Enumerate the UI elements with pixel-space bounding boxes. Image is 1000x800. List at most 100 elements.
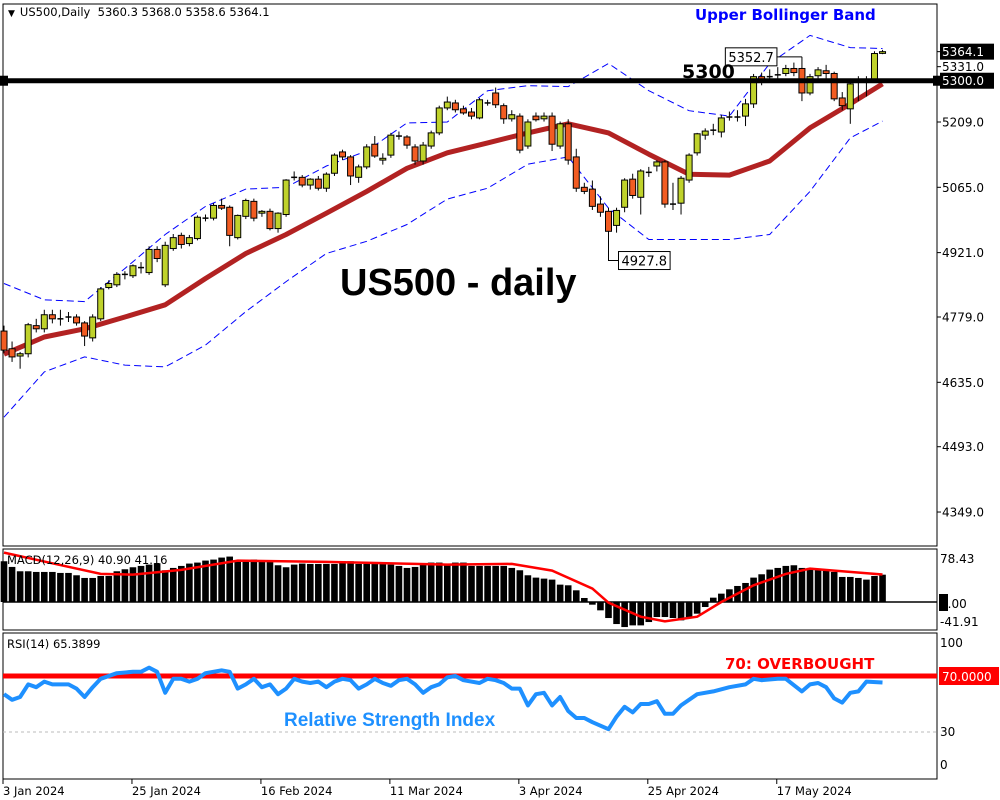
- candle: [121, 271, 128, 280]
- candle-body: [629, 178, 637, 196]
- macd-histogram-bar: [798, 567, 806, 602]
- macd-histogram-bar: [508, 567, 516, 602]
- macd-histogram-bar: [258, 560, 266, 602]
- candle-body: [467, 111, 475, 117]
- candle-body: [443, 101, 451, 109]
- candle-body: [750, 76, 758, 105]
- candle-body: [516, 115, 524, 151]
- candle: [419, 141, 427, 165]
- macd-histogram-bar: [379, 563, 387, 602]
- price-axis-label: 5065.0: [942, 181, 984, 195]
- price-axis-label: 4921.0: [942, 246, 984, 260]
- candle: [113, 272, 121, 288]
- candle: [81, 321, 89, 347]
- chart-header: ▼ US500,Daily 5360.3 5368.0 5358.6 5364.1: [8, 5, 270, 19]
- candle: [879, 49, 887, 55]
- candle: [443, 96, 451, 111]
- macd-histogram-bar: [830, 571, 838, 602]
- candle-body: [48, 314, 56, 320]
- macd-histogram-bar: [153, 563, 161, 602]
- macd-histogram-bar: [847, 576, 854, 602]
- macd-histogram-bar: [863, 579, 870, 602]
- candle: [742, 98, 750, 127]
- candle-body: [347, 156, 355, 177]
- candle: [846, 78, 854, 124]
- macd-histogram-bar: [395, 565, 403, 602]
- macd-histogram-bar: [355, 563, 362, 602]
- macd-histogram-bar: [339, 561, 346, 602]
- candle-body: [193, 216, 201, 240]
- low-callout-box: [618, 251, 671, 271]
- candle-body: [548, 115, 556, 145]
- candle-body: [266, 210, 274, 230]
- level-handle-left: [0, 75, 8, 86]
- macd-histogram-bar: [500, 565, 508, 602]
- candle: [677, 175, 685, 215]
- candle-body: [596, 203, 604, 213]
- candle-body: [653, 161, 661, 167]
- x-axis-label: 25 Jan 2024: [132, 784, 201, 798]
- candle: [693, 132, 701, 156]
- candle: [572, 148, 580, 192]
- lower-bollinger-band: [3, 120, 883, 418]
- candle-body: [476, 99, 484, 119]
- macd-histogram-bar: [540, 578, 548, 602]
- candle-body: [701, 130, 709, 136]
- macd-histogram-bar: [169, 567, 177, 602]
- macd-histogram-bar: [701, 602, 709, 608]
- macd-histogram-bar: [81, 577, 88, 602]
- high-callout-box: [724, 47, 778, 67]
- macd-histogram-bar: [766, 569, 773, 602]
- candle: [250, 198, 258, 222]
- candle: [89, 314, 97, 342]
- candle-body: [637, 170, 645, 198]
- candle: [65, 312, 72, 322]
- macd-histogram-bar: [290, 564, 298, 602]
- candle: [169, 234, 177, 251]
- macd-histogram-bar: [742, 582, 749, 602]
- triangle-down-icon[interactable]: ▼: [8, 9, 15, 19]
- candle: [726, 111, 733, 121]
- candle: [73, 314, 81, 326]
- macd-axis-label: 0.00: [940, 597, 967, 611]
- candle: [564, 119, 572, 165]
- candle: [218, 198, 226, 210]
- macd-histogram-bar: [637, 602, 645, 626]
- macd-histogram-bar: [32, 571, 40, 602]
- macd-histogram-bar: [621, 602, 628, 628]
- rsi-line: [2, 665, 883, 732]
- candle-body: [298, 176, 306, 186]
- candle-body: [451, 102, 459, 111]
- candle: [435, 105, 443, 136]
- x-axis-label: 3 Jan 2024: [3, 784, 65, 798]
- price-axis-label: 5300.0: [942, 74, 984, 88]
- macd-histogram-bar: [613, 602, 620, 625]
- candle-body: [742, 103, 750, 117]
- candle: [242, 198, 250, 220]
- x-axis-label: 16 Feb 2024: [261, 784, 333, 798]
- candle-body: [161, 244, 169, 286]
- low-callout-leader: [608, 249, 619, 262]
- candle-body: [274, 212, 282, 230]
- macd-histogram-bar: [556, 584, 564, 602]
- candle: [669, 182, 676, 210]
- macd-histogram-bar: [24, 571, 32, 602]
- macd-histogram-bar: [685, 602, 693, 619]
- candle: [653, 160, 661, 172]
- rsi-pane: [2, 632, 938, 780]
- macd-histogram-bar: [460, 562, 467, 602]
- candle-body: [258, 210, 266, 214]
- macd-histogram-bar: [282, 567, 290, 602]
- candle-body: [435, 107, 443, 134]
- candle-body: [540, 115, 548, 120]
- macd-axis-label: -41.91: [940, 615, 979, 629]
- candle: [282, 179, 290, 217]
- macd-histogram-bar: [653, 602, 661, 618]
- candle-body: [838, 97, 846, 107]
- macd-histogram-bar: [161, 570, 169, 602]
- candle: [710, 123, 717, 136]
- candle: [322, 172, 330, 192]
- macd-histogram-bar: [226, 556, 233, 602]
- macd-axis-label: 78.43: [940, 552, 974, 566]
- price-axis-label: 4779.0: [942, 311, 984, 325]
